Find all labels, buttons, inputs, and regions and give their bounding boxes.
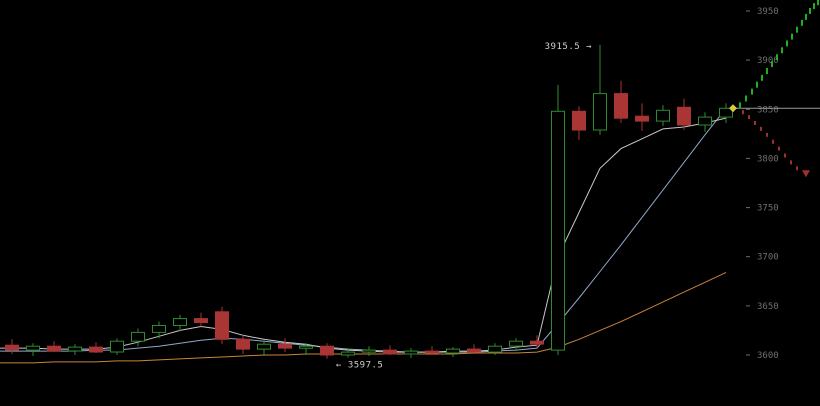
candle-body — [236, 338, 250, 350]
y-axis-label: 3750 — [757, 204, 779, 214]
y-axis-label: 3800 — [757, 154, 779, 164]
candle — [362, 346, 376, 356]
candle-body — [551, 110, 565, 351]
candle — [194, 312, 208, 327]
ma-mid-line — [0, 107, 727, 353]
candle-body — [698, 116, 712, 126]
candle-body — [110, 340, 124, 353]
last-price-marker — [729, 104, 737, 113]
candle — [47, 341, 61, 353]
candle-body — [320, 345, 334, 356]
candle-body — [467, 348, 481, 353]
candle — [383, 345, 397, 355]
candle — [404, 348, 418, 358]
candle-body — [404, 350, 418, 355]
y-axis-label: 3850 — [757, 105, 779, 115]
candle-body — [257, 343, 271, 350]
candle-body — [656, 109, 670, 122]
candle-body — [362, 349, 376, 353]
candle-body — [509, 340, 523, 347]
y-axis-label: 3900 — [757, 56, 779, 66]
candle-body — [194, 318, 208, 324]
candle — [152, 321, 166, 339]
y-axis-label: 3600 — [757, 351, 779, 361]
candle-body — [614, 93, 628, 119]
candle — [89, 342, 103, 353]
candle — [425, 346, 439, 355]
alert-down-marker — [802, 170, 810, 178]
y-axis-label: 3950 — [757, 7, 779, 17]
candle-body — [131, 331, 145, 342]
candle-body — [341, 351, 355, 356]
candle — [26, 343, 40, 356]
candle-body — [425, 350, 439, 354]
candle — [509, 338, 523, 352]
ma-fast-line — [0, 117, 727, 353]
candle — [614, 80, 628, 123]
candle-body — [89, 346, 103, 353]
candle — [656, 105, 670, 126]
candle-body — [5, 344, 19, 351]
candle — [467, 344, 481, 354]
candle-body — [278, 343, 292, 349]
candle-body — [68, 346, 82, 352]
candle — [215, 306, 229, 345]
candle-body — [593, 93, 607, 131]
candle-body — [635, 115, 649, 122]
candle-body — [152, 325, 166, 333]
candle-body — [488, 345, 502, 353]
ma-slow-line — [0, 271, 727, 364]
candle — [593, 44, 607, 135]
candle — [257, 340, 271, 356]
candle — [236, 334, 250, 354]
candle — [131, 328, 145, 347]
candle — [341, 348, 355, 358]
candle — [446, 347, 460, 357]
candle — [677, 98, 691, 130]
candle-body — [215, 311, 229, 340]
candle-body — [719, 107, 733, 118]
y-axis-label: 3700 — [757, 253, 779, 263]
candle — [68, 344, 82, 355]
candle-body — [299, 345, 313, 349]
candle-body — [173, 318, 187, 327]
candle — [551, 84, 565, 355]
candle — [698, 112, 712, 132]
candle — [572, 106, 586, 140]
candle-body — [47, 345, 61, 352]
candle — [320, 343, 334, 359]
candle-body — [26, 345, 40, 351]
candle — [5, 339, 19, 354]
candle — [530, 335, 544, 349]
low-price-label: ← 3597.5 — [336, 361, 383, 371]
high-price-label: 3915.5 → — [545, 42, 592, 52]
candle — [173, 314, 187, 332]
candle — [299, 343, 313, 355]
candle-body — [383, 349, 397, 355]
candle — [719, 103, 733, 123]
candle — [488, 343, 502, 355]
candle — [278, 338, 292, 353]
candle-body — [572, 110, 586, 131]
y-axis-label: 3650 — [757, 302, 779, 312]
candle-body — [530, 340, 544, 345]
candle-body — [677, 106, 691, 126]
candle — [110, 338, 124, 355]
candle-body — [446, 348, 460, 354]
candle — [635, 103, 649, 131]
